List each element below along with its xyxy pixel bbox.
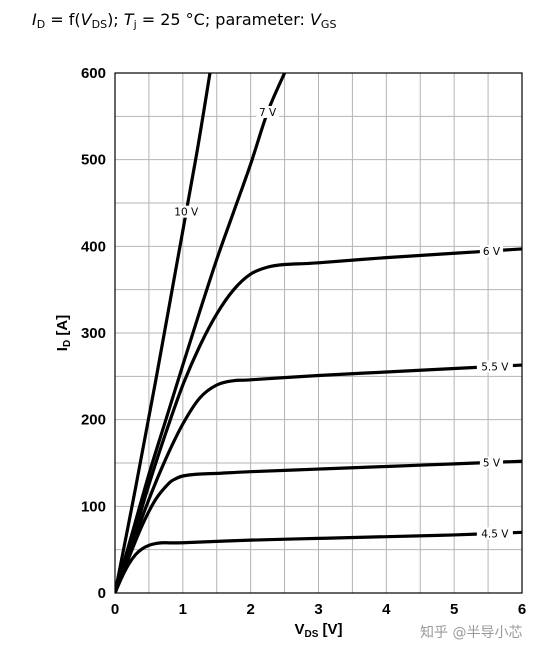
title-text-eq: = f( [45,10,81,29]
curve-vgs-4-5v [115,530,522,593]
y-tick-label: 200 [81,412,106,429]
curve-label-5-5v: 5.5 V [481,361,509,373]
x-tick-label: 3 [314,601,322,618]
plot-frame [114,72,523,594]
x-tick-label: 0 [111,601,119,618]
curve-label-bg [256,106,280,118]
x-tick-label: 6 [518,601,526,618]
curves [115,73,522,593]
curve-label-4-5v: 4.5 V [481,528,509,540]
y-tick-label: 100 [81,498,106,515]
y-axis-label: ID [A] [54,315,73,351]
y-tick-label: 600 [81,65,106,82]
title-vds-symbol: V [80,10,92,29]
x-tick-label: 5 [450,601,458,618]
title-text-rest: = 25 °C; parameter: [136,10,310,29]
curve-label-10v: 10 V [174,207,199,219]
title-tj-symbol: T [123,10,134,29]
x-axis-label: VDS [V] [294,621,342,640]
y-tick-label: 0 [98,585,106,602]
x-tick-label: 1 [179,601,187,618]
x-tick-label: 2 [246,601,254,618]
curve-vgs-7v [115,73,287,593]
title-text-mid: ); [107,10,124,29]
chart-title: ID = f(VDS); Tj = 25 °C; parameter: VGS [32,10,336,31]
curve-label-6v: 6 V [483,246,501,258]
title-vgs-subscript: GS [320,18,337,31]
watermark: 知乎 @半导小芯 [420,625,523,641]
y-tick-label: 500 [81,152,106,169]
curve-label-bg [476,360,513,373]
curve-vgs-6v [115,247,522,593]
title-vgs-symbol: V [309,10,321,29]
axes: 0 1 2 3 4 5 6 0 100 200 300 400 500 600 VDS [V] ID [A] [54,65,526,640]
grid [114,72,523,594]
y-tick-label: 400 [81,238,106,255]
curve-label-7v: 7 V [259,107,277,119]
curve-vgs-5-5v [115,363,522,593]
x-tick-label: 4 [382,601,391,618]
curve-label-bg [479,456,504,469]
title-id-symbol: I [32,10,37,29]
curve-label-bg [476,527,513,540]
title-tj-subscript: j [133,18,137,31]
curve-label-bg [479,244,504,257]
curve-label-5v: 5 V [483,457,501,469]
curve-labels: 4.5 V 5 V 5.5 V 6 V 7 V 10 V [171,106,513,540]
curve-vgs-5v [115,459,522,593]
title-vds-subscript: DS [91,18,108,31]
curve-label-bg [171,205,202,218]
title-id-subscript: D [36,18,46,31]
y-tick-label: 300 [81,325,106,342]
curve-vgs-10v [115,73,212,593]
